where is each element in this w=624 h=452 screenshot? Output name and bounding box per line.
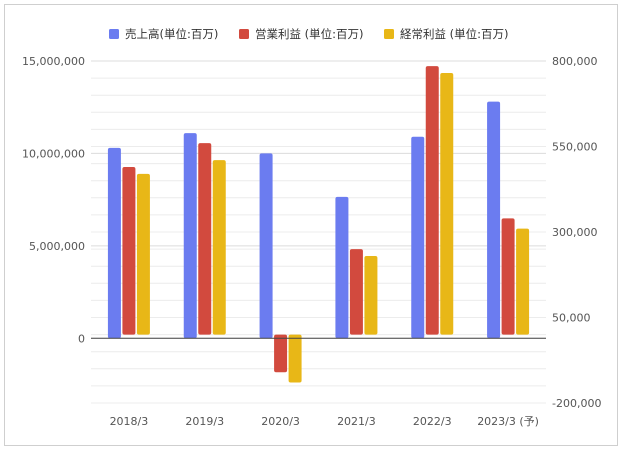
left-tick-label: 10,000,000 — [22, 147, 85, 160]
bar-chart: 売上高(単位:百万) 営業利益 (単位:百万) 経常利益 (単位:百万) 0 5,00… — [22, 27, 601, 428]
right-tick-label: 800,000 — [552, 55, 598, 68]
bar-sales — [411, 136, 425, 339]
x-axis-tick-labels: 2018/3 2019/3 2020/3 2021/3 2022/3 2023/3 (予) — [110, 415, 539, 428]
x-tick-label: 2020/3 — [261, 415, 300, 428]
left-tick-label: 15,000,000 — [22, 55, 85, 68]
bar-operating-profit — [122, 167, 136, 335]
x-tick-label: 2021/3 — [337, 415, 376, 428]
x-tick-label: 2019/3 — [185, 415, 224, 428]
right-tick-label: 550,000 — [552, 141, 598, 154]
right-tick-label: -200,000 — [552, 397, 601, 410]
bar-operating-profit — [274, 334, 288, 373]
bar-operating-profit — [349, 249, 363, 335]
right-axis-tick-labels: -200,000 50,000 300,000 550,000 800,000 — [552, 55, 601, 410]
bar-sales — [183, 133, 197, 339]
right-tick-label: 300,000 — [552, 226, 598, 239]
legend-label: 売上高(単位:百万) — [125, 27, 218, 41]
bar-operating-profit — [501, 218, 515, 335]
bar-ordinary-profit — [516, 228, 530, 335]
bar-sales — [107, 147, 121, 339]
bar-sales — [335, 196, 349, 339]
x-tick-label: 2018/3 — [110, 415, 149, 428]
bars — [107, 66, 530, 383]
x-tick-label: 2023/3 (予) — [477, 415, 539, 428]
left-tick-label: 0 — [78, 332, 85, 345]
x-tick-label: 2022/3 — [413, 415, 452, 428]
bar-sales — [487, 101, 501, 339]
bar-operating-profit — [425, 66, 439, 335]
bar-operating-profit — [198, 143, 212, 335]
left-axis-tick-labels: 0 5,000,000 10,000,000 15,000,000 — [22, 55, 85, 345]
bar-sales — [259, 153, 273, 339]
chart-frame: 売上高(単位:百万) 営業利益 (単位:百万) 経常利益 (単位:百万) 0 5,00… — [4, 4, 618, 446]
grid-lines — [91, 60, 546, 404]
right-tick-label: 50,000 — [552, 312, 591, 325]
bar-ordinary-profit — [440, 72, 454, 335]
legend-swatch — [384, 29, 394, 39]
left-tick-label: 5,000,000 — [29, 240, 85, 253]
legend-label: 経常利益 (単位:百万) — [400, 27, 509, 41]
legend-label: 営業利益 (単位:百万) — [255, 27, 364, 41]
bar-ordinary-profit — [136, 173, 150, 335]
bar-ordinary-profit — [212, 160, 226, 335]
bar-ordinary-profit — [288, 334, 302, 383]
legend-swatch — [109, 29, 119, 39]
chart-legend: 売上高(単位:百万) 営業利益 (単位:百万) 経常利益 (単位:百万) — [109, 27, 509, 41]
legend-swatch — [239, 29, 249, 39]
bar-ordinary-profit — [364, 255, 378, 335]
